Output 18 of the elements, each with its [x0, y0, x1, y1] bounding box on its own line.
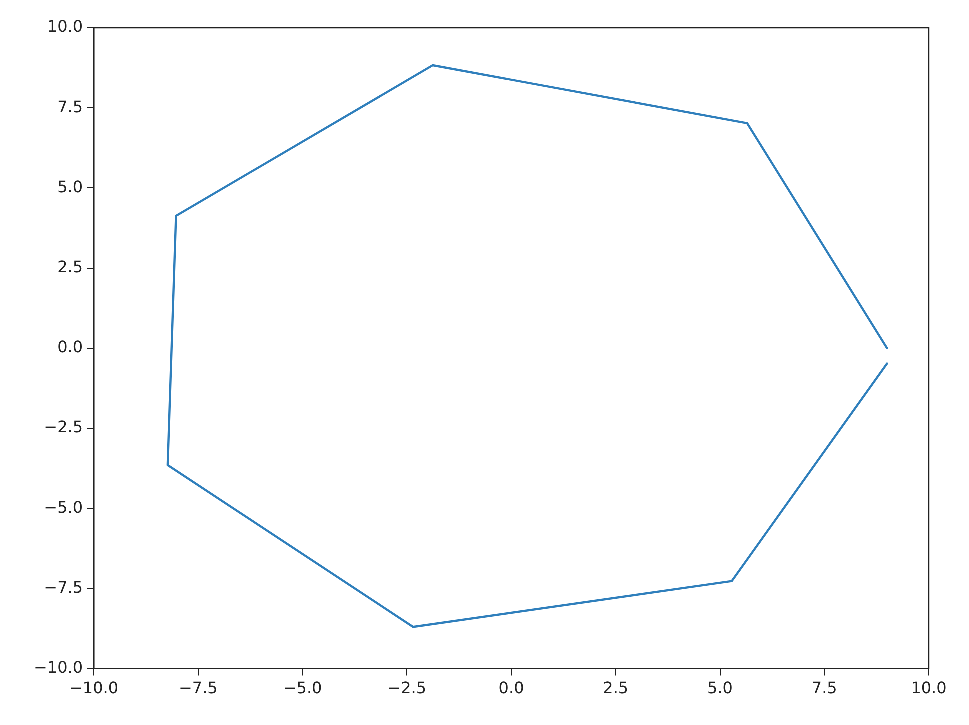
- y-tick-label: −10.0: [34, 658, 84, 677]
- x-tick-label: −10.0: [70, 678, 119, 698]
- y-tick-label: 10.0: [47, 17, 84, 36]
- y-tick-label: 5.0: [58, 177, 84, 196]
- y-tick-label: 7.5: [58, 97, 84, 116]
- y-tick-label: −7.5: [44, 578, 84, 597]
- y-tick-label: 0.0: [58, 338, 84, 357]
- x-tick-label: 7.5: [812, 678, 838, 698]
- x-tick-label: −7.5: [178, 678, 218, 698]
- y-tick-label: −5.0: [44, 498, 84, 517]
- x-tick-label: 5.0: [708, 678, 733, 698]
- x-tick-label: 0.0: [498, 678, 524, 698]
- y-tick-label: −2.5: [44, 418, 84, 437]
- x-tick-label: −5.0: [283, 678, 322, 698]
- x-tick-label: 10.0: [911, 678, 947, 698]
- y-tick-label: 2.5: [58, 257, 84, 276]
- x-tick-label: 2.5: [603, 678, 629, 698]
- x-tick-label: −2.5: [388, 678, 427, 698]
